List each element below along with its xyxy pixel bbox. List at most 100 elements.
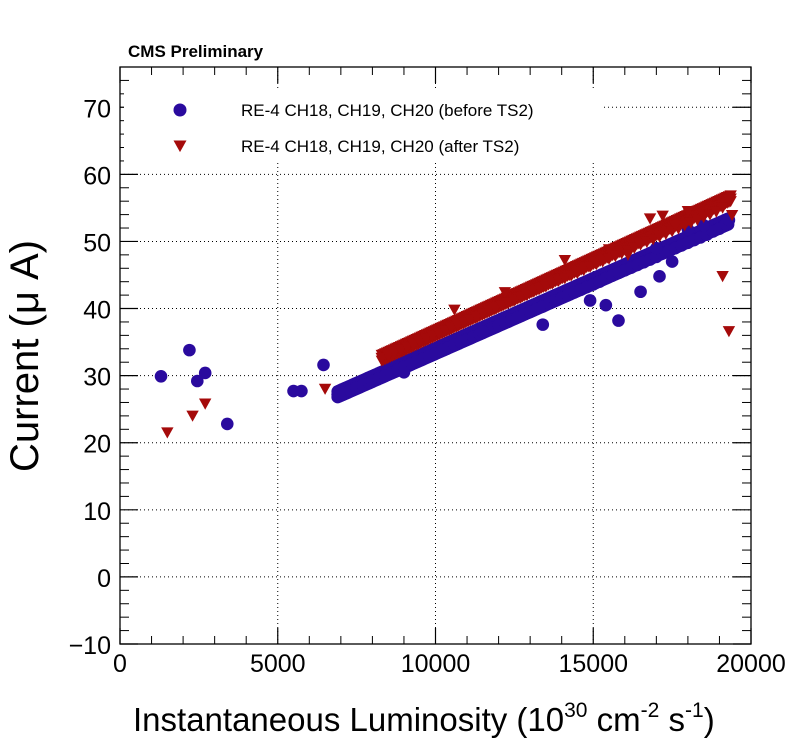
data-point xyxy=(640,236,654,249)
data-point xyxy=(482,305,496,318)
data-point xyxy=(602,253,616,265)
x-tick-label: 0 xyxy=(113,650,127,678)
legend-marker-triangle xyxy=(173,140,187,153)
data-point xyxy=(634,285,647,299)
data-point xyxy=(609,250,622,263)
y-tick-label: −10 xyxy=(69,632,111,660)
data-point xyxy=(628,242,641,255)
data-point xyxy=(448,304,461,316)
data-point xyxy=(602,244,616,256)
data-point xyxy=(161,427,174,439)
data-point xyxy=(220,417,234,431)
data-point xyxy=(445,322,458,334)
data-point xyxy=(571,267,584,279)
data-point xyxy=(476,308,490,320)
data-point xyxy=(558,254,572,267)
data-point xyxy=(407,339,420,351)
x-tick-label: 20000 xyxy=(716,650,786,678)
data-point xyxy=(527,286,540,298)
data-point xyxy=(665,255,679,268)
data-point xyxy=(583,261,597,273)
data-point xyxy=(397,365,411,379)
data-point xyxy=(432,328,445,340)
data-point xyxy=(498,287,512,299)
data-point xyxy=(426,330,439,342)
data-point xyxy=(438,325,452,337)
data-point xyxy=(697,219,710,232)
data-point xyxy=(533,283,546,295)
data-points xyxy=(154,190,739,439)
data-point xyxy=(669,220,682,232)
legend-marker-circle xyxy=(173,103,187,117)
y-tick-label: 30 xyxy=(83,364,111,392)
data-point xyxy=(656,210,669,222)
x-tick-label: 15000 xyxy=(558,650,628,678)
data-point xyxy=(190,374,204,388)
data-point xyxy=(514,292,527,304)
data-point xyxy=(546,278,559,290)
data-point xyxy=(646,234,660,246)
data-point xyxy=(295,384,308,398)
data-point xyxy=(381,350,395,362)
data-point xyxy=(596,256,609,268)
data-point xyxy=(375,352,389,365)
y-tick-label: 40 xyxy=(83,297,111,325)
data-point xyxy=(318,383,332,395)
x-axis-title: Instantaneous Luminosity (1030 cm-2 s-1) xyxy=(133,699,715,738)
data-point xyxy=(691,214,704,226)
y-tick-label: 60 xyxy=(83,162,111,190)
data-point xyxy=(457,317,471,329)
y-tick-label: 20 xyxy=(83,431,111,459)
data-point xyxy=(621,249,635,261)
legend-box xyxy=(124,90,604,162)
data-point xyxy=(716,271,729,283)
data-point xyxy=(710,206,723,218)
data-point xyxy=(508,295,521,307)
data-point xyxy=(653,270,666,283)
data-point xyxy=(470,311,483,324)
data-point xyxy=(388,347,401,359)
data-point xyxy=(716,202,729,214)
data-point xyxy=(653,231,666,243)
data-point xyxy=(419,333,433,345)
chart-header: CMS Preliminary xyxy=(128,42,264,61)
x-tick-label: 5000 xyxy=(250,650,306,678)
data-point xyxy=(678,220,691,232)
data-point xyxy=(681,205,695,218)
data-point xyxy=(612,314,625,327)
data-point xyxy=(577,265,590,277)
data-point xyxy=(634,239,647,251)
data-point xyxy=(186,410,199,422)
data-point xyxy=(725,210,739,222)
data-point xyxy=(394,344,407,357)
data-point xyxy=(552,275,565,287)
y-tick-label: 10 xyxy=(83,498,111,526)
x-tick-label: 10000 xyxy=(401,650,471,678)
data-point xyxy=(198,366,212,380)
data-point xyxy=(650,241,663,255)
data-point xyxy=(198,398,212,410)
data-point xyxy=(495,300,508,312)
data-point xyxy=(703,209,717,221)
y-tick-label: 50 xyxy=(83,229,111,257)
data-point xyxy=(590,258,603,271)
data-point xyxy=(659,228,673,240)
data-point xyxy=(558,273,572,285)
data-point xyxy=(583,294,597,307)
data-point xyxy=(520,289,534,302)
legend: RE-4 CH18, CH19, CH20 (before TS2) RE-4 C… xyxy=(173,101,534,156)
data-point xyxy=(501,297,515,310)
legend-label: RE-4 CH18, CH19, CH20 (before TS2) xyxy=(241,101,534,120)
data-point xyxy=(599,298,613,312)
data-point xyxy=(643,213,657,225)
data-point xyxy=(154,369,168,383)
data-point xyxy=(183,343,196,357)
data-point xyxy=(413,336,426,348)
data-point xyxy=(539,281,553,293)
data-point xyxy=(722,194,736,206)
data-point xyxy=(400,342,414,354)
y-tick-label: 0 xyxy=(97,565,111,593)
data-point xyxy=(722,326,736,338)
